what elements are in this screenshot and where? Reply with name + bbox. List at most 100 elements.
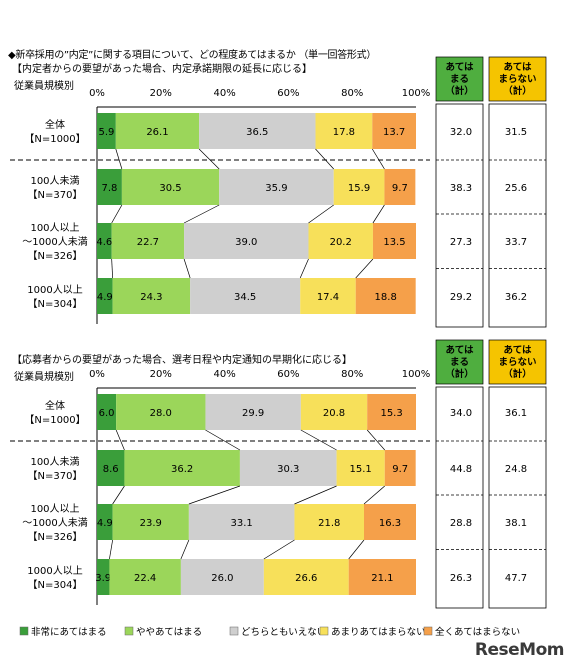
category-label: 【N=370】 [28,470,83,482]
not-applies-total-value: 33.7 [505,237,527,248]
not-applies-total-value: 24.8 [505,464,527,475]
data-label: 20.2 [330,237,352,248]
applies-header-label: まる [450,73,469,85]
data-label: 35.9 [265,183,287,194]
applies-total-value: 27.3 [450,237,472,248]
bar-segment [364,504,416,540]
category-label: 全体 [45,399,65,412]
not-applies-header-label: （計） [503,85,532,97]
data-label: 26.1 [146,127,168,138]
applies-column-box [435,103,484,328]
bar-segment [97,450,125,486]
tick-label: 80% [341,88,363,99]
connector-line [371,148,385,170]
category-label: 【N=304】 [28,579,83,591]
connector-line [363,485,385,505]
data-label: 21.1 [371,573,393,584]
legend-label: 全くあてはまらない [435,626,520,638]
data-label: 30.3 [277,464,299,475]
data-label: 26.6 [295,573,317,584]
data-label: 28.0 [150,408,172,419]
data-label: 9.7 [392,464,408,475]
applies-total-value: 28.8 [450,518,472,529]
tick-label: 40% [213,369,235,380]
connector-line [188,485,241,505]
data-label: 24.3 [140,292,162,303]
not-applies-header-cell [488,56,547,102]
bar-segment [205,394,301,430]
data-label: 17.8 [333,127,355,138]
legend-swatch [229,626,239,636]
bar-segment [121,169,220,205]
bar-segment [180,559,264,595]
data-label: 8.6 [103,464,119,475]
bar-segment [263,559,349,595]
applies-total-value: 26.3 [450,573,472,584]
not-applies-header-label: まらない [498,356,536,368]
connector-line [372,204,385,224]
tick-label: 20% [150,88,172,99]
applies-total-value: 44.8 [450,464,472,475]
bar-segment [219,169,334,205]
connector-line [263,539,295,560]
bar-segment [111,223,185,259]
category-label: ～1000人未満 [22,517,87,529]
not-applies-header-cell [488,339,547,385]
bar-segment [109,559,181,595]
chart-title: ◆新卒採用の”内定”に関する項目について、どの程度あてはまるか （単一回答形式） [8,50,377,61]
connector-line [111,258,113,279]
bar-segment [372,113,416,149]
legend-label: ややあてはまる [136,627,202,638]
data-label: 15.3 [380,408,402,419]
connector-line [183,204,220,224]
bar-segment [367,394,416,430]
watermark: ReseMom [474,640,565,660]
connector-line [180,539,190,560]
bar-segment [115,113,200,149]
applies-column-box [435,386,484,609]
tick-label: 100% [402,369,431,380]
category-label: 100人以上 [30,222,79,234]
bar-segment [97,559,110,595]
bar-segment [188,504,295,540]
applies-header-label: まる [450,356,469,368]
connector-line [111,204,123,224]
bar-segment [184,223,309,259]
category-label: 【N=304】 [28,298,83,310]
tick-label: 80% [341,369,363,380]
category-label: 【N=370】 [28,189,83,201]
tick-label: 40% [213,88,235,99]
data-label: 15.1 [350,464,372,475]
not-applies-column-box [488,386,547,609]
applies-header-label: あては [445,344,474,356]
data-label: 34.5 [234,292,256,303]
data-label: 4.9 [97,292,113,303]
data-label: 17.4 [317,292,339,303]
category-label: 【N=326】 [28,250,83,262]
data-label: 39.0 [235,237,257,248]
legend-label: どちらともいえない [241,627,326,638]
data-label: 22.7 [137,237,159,248]
applies-total-value: 34.0 [450,408,472,419]
connector-line [300,429,337,451]
applies-header-cell [435,56,484,102]
legend-swatch [319,626,329,636]
bar-segment [308,223,373,259]
bar-segment [97,223,112,259]
connector-line [355,258,374,279]
bar-segment [384,450,416,486]
applies-header-label: あては [445,61,474,73]
group-label: 従業員規模別 [14,370,74,383]
category-label: 100人以上 [30,503,79,515]
tick-label: 60% [277,369,299,380]
data-label: 5.9 [98,127,114,138]
data-label: 23.9 [140,518,162,529]
bar-segment [384,169,416,205]
category-label: 1000人以上 [27,284,82,296]
data-label: 9.7 [392,183,408,194]
connector-line [348,539,365,560]
chart-subtitle: 【応募者からの要望があった場合、選考日程や内定通知の早期化に応じる】 [12,353,352,366]
not-applies-header-label: まらない [498,73,536,85]
tick-label: 0% [89,369,105,380]
applies-total-value: 32.0 [450,127,472,138]
